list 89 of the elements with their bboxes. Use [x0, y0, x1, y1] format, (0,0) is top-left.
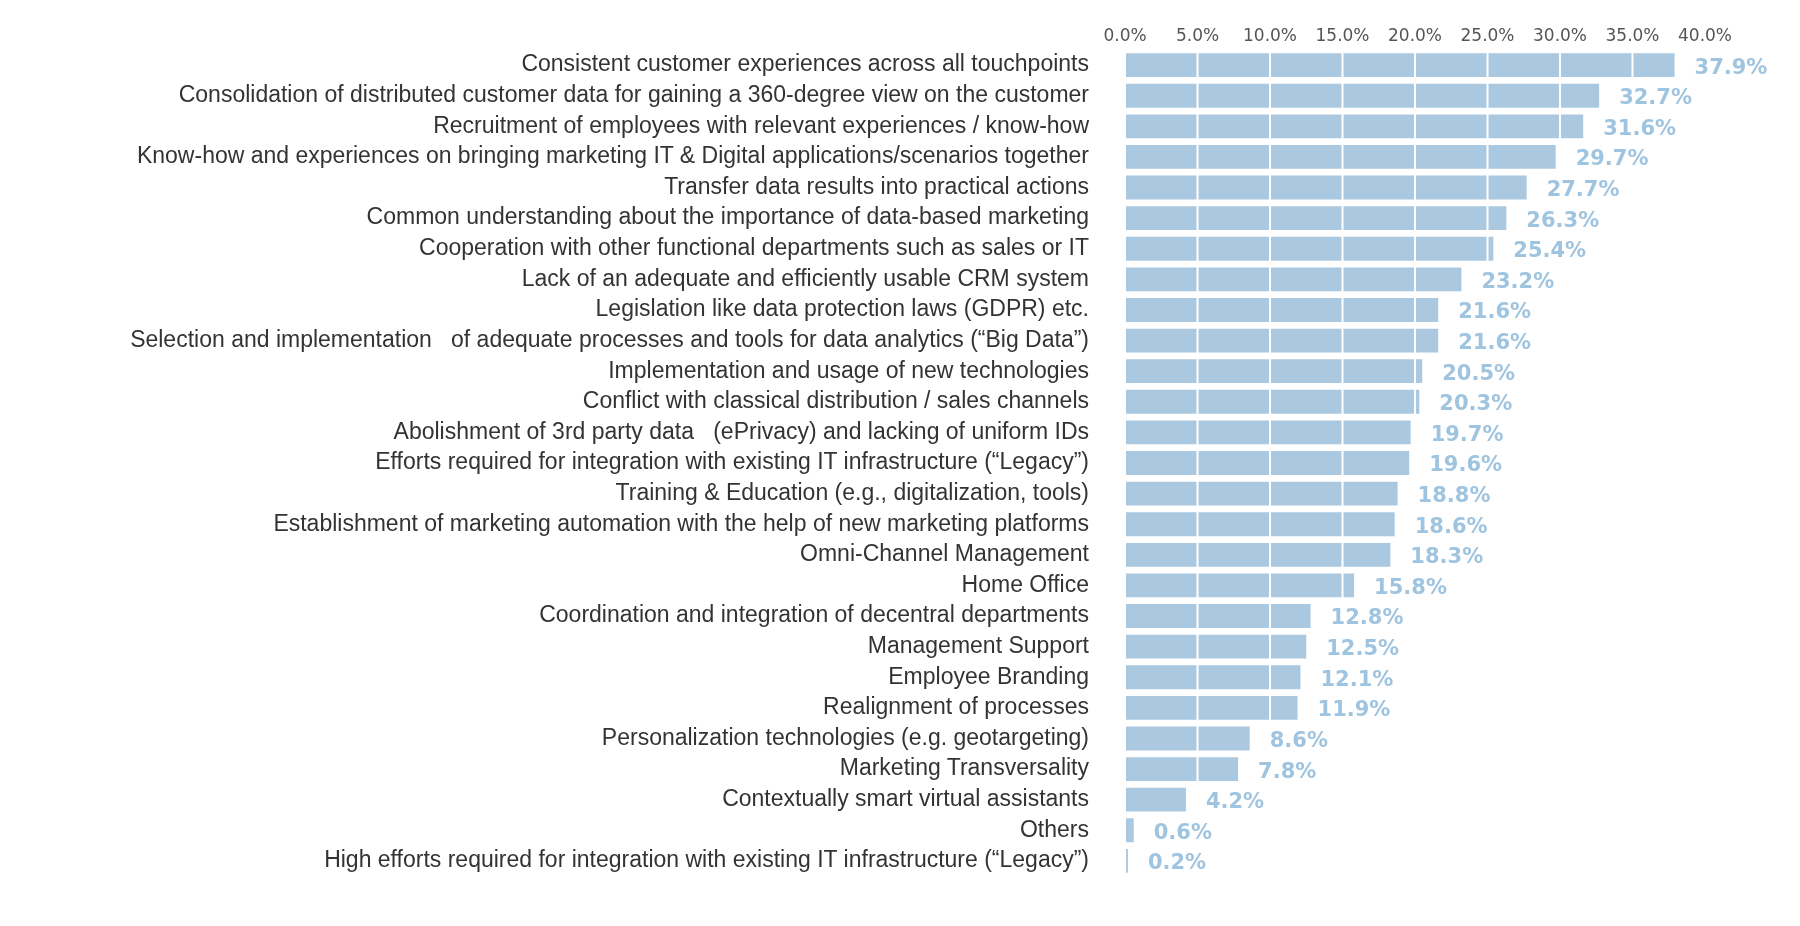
bar — [1125, 236, 1494, 261]
data-label: 32.7% — [1619, 85, 1693, 110]
data-label: 12.5% — [1326, 636, 1400, 661]
data-label: 4.2% — [1205, 789, 1265, 814]
bar — [1125, 512, 1395, 537]
data-label: 12.8% — [1330, 605, 1404, 630]
data-label: 20.3% — [1439, 391, 1513, 416]
y-tick-label: Recruitment of employees with relevant experiences / know-how — [433, 111, 1090, 138]
x-tick-label: 5.0% — [1175, 25, 1220, 46]
bar — [1125, 818, 1134, 843]
bar — [1125, 114, 1584, 139]
data-label: 19.7% — [1430, 421, 1504, 446]
data-label: 7.8% — [1258, 758, 1317, 783]
data-label: 18.3% — [1410, 544, 1484, 569]
y-tick-label: Establishment of marketing automation with the help of new marketing platforms — [273, 509, 1089, 536]
y-tick-label: Employee Branding — [888, 662, 1089, 689]
y-tick-label: Selection and implementation of adequate processes and tools for data analytics (“Big Data”) — [130, 325, 1089, 352]
bar — [1125, 389, 1420, 414]
data-label: 23.2% — [1481, 268, 1555, 293]
data-label: 20.5% — [1442, 360, 1516, 385]
data-label: 29.7% — [1575, 146, 1649, 171]
y-tick-label: Know-how and experiences on bringing marketing IT & Digital applications/scenarios together — [136, 142, 1090, 169]
data-label: 21.6% — [1458, 330, 1532, 355]
data-label: 31.6% — [1603, 115, 1677, 140]
bar — [1125, 359, 1423, 384]
x-tick-label: 30.0% — [1532, 25, 1588, 46]
y-tick-label: Lack of an adequate and efficiently usable CRM system — [521, 264, 1089, 291]
data-label: 37.9% — [1694, 54, 1768, 79]
x-tick-label: 0.0% — [1103, 25, 1147, 46]
bar — [1125, 695, 1298, 720]
bar — [1125, 83, 1600, 108]
y-tick-label: Management Support — [867, 631, 1090, 658]
y-tick-label: Consolidation of distributed customer data for gaining a 360-degree view on the customer — [178, 81, 1090, 108]
y-tick-label: High efforts required for integration with existing IT infrastructure (“Legacy”) — [324, 846, 1089, 873]
bar — [1125, 298, 1439, 322]
data-label: 25.4% — [1513, 238, 1587, 263]
bar — [1125, 757, 1239, 782]
y-tick-label: Implementation and usage of new technologies — [608, 356, 1089, 383]
y-tick-label: Transfer data results into practical actions — [664, 172, 1089, 199]
y-tick-label: Home Office — [961, 570, 1089, 597]
y-tick-label: Realignment of processes — [823, 693, 1089, 720]
y-tick-label: Coordination and integration of decentral departments — [539, 601, 1089, 628]
data-label: 18.6% — [1414, 513, 1488, 538]
bar — [1125, 420, 1411, 445]
x-tick-label: 25.0% — [1460, 25, 1515, 46]
data-label: 11.9% — [1317, 697, 1391, 722]
bar — [1125, 328, 1439, 353]
data-label: 0.6% — [1153, 819, 1212, 844]
x-tick-label: 20.0% — [1387, 25, 1443, 46]
bar — [1125, 175, 1527, 200]
bar — [1125, 206, 1507, 231]
bar — [1125, 665, 1301, 690]
y-tick-label: Others — [1019, 815, 1089, 842]
data-label: 0.2% — [1147, 850, 1207, 875]
data-label: 26.3% — [1526, 207, 1600, 232]
y-tick-label: Cooperation with other functional departments such as sales or IT — [419, 234, 1089, 261]
bar — [1125, 53, 1675, 78]
bar — [1125, 542, 1391, 567]
y-tick-label: Consistent customer experiences across all touchpoints — [521, 50, 1089, 77]
y-tick-label: Efforts required for integration with existing IT infrastructure (“Legacy”) — [375, 448, 1089, 475]
bar — [1125, 787, 1186, 812]
y-tick-label: Training & Education (e.g., digitalization, tools) — [615, 478, 1089, 505]
y-tick-label: Common understanding about the importance of data-based marketing — [366, 203, 1089, 230]
y-tick-label: Conflict with classical distribution / sales channels — [582, 387, 1089, 414]
bar — [1125, 144, 1556, 169]
y-tick-label: Marketing Transversality — [839, 754, 1090, 781]
y-tick-label: Contextually smart virtual assistants — [722, 785, 1089, 812]
bar — [1125, 573, 1355, 598]
y-tick-label: Omni-Channel Management — [800, 540, 1090, 567]
data-label: 19.6% — [1429, 452, 1503, 477]
data-label: 8.6% — [1269, 727, 1328, 752]
x-tick-label: 15.0% — [1315, 25, 1370, 46]
bar — [1125, 634, 1307, 659]
bar — [1125, 726, 1250, 751]
bar — [1125, 451, 1410, 475]
x-tick-label: 35.0% — [1605, 25, 1660, 46]
bar — [1125, 267, 1462, 292]
data-label: 12.1% — [1320, 666, 1394, 691]
data-label: 27.7% — [1546, 176, 1620, 201]
x-tick-label: 40.0% — [1677, 25, 1733, 46]
x-tick-label: 10.0% — [1242, 25, 1298, 46]
bar — [1125, 481, 1398, 506]
y-tick-label: Legislation like data protection laws (GDPR) etc. — [595, 295, 1089, 322]
y-tick-label: Personalization technologies (e.g. geotargeting) — [601, 723, 1089, 750]
data-label: 21.6% — [1458, 299, 1532, 324]
data-label: 18.8% — [1417, 483, 1491, 508]
bar — [1125, 604, 1311, 628]
data-label: 15.8% — [1374, 574, 1447, 599]
y-tick-label: Abolishment of 3rd party data (ePrivacy) and lacking of uniform IDs — [393, 417, 1089, 444]
